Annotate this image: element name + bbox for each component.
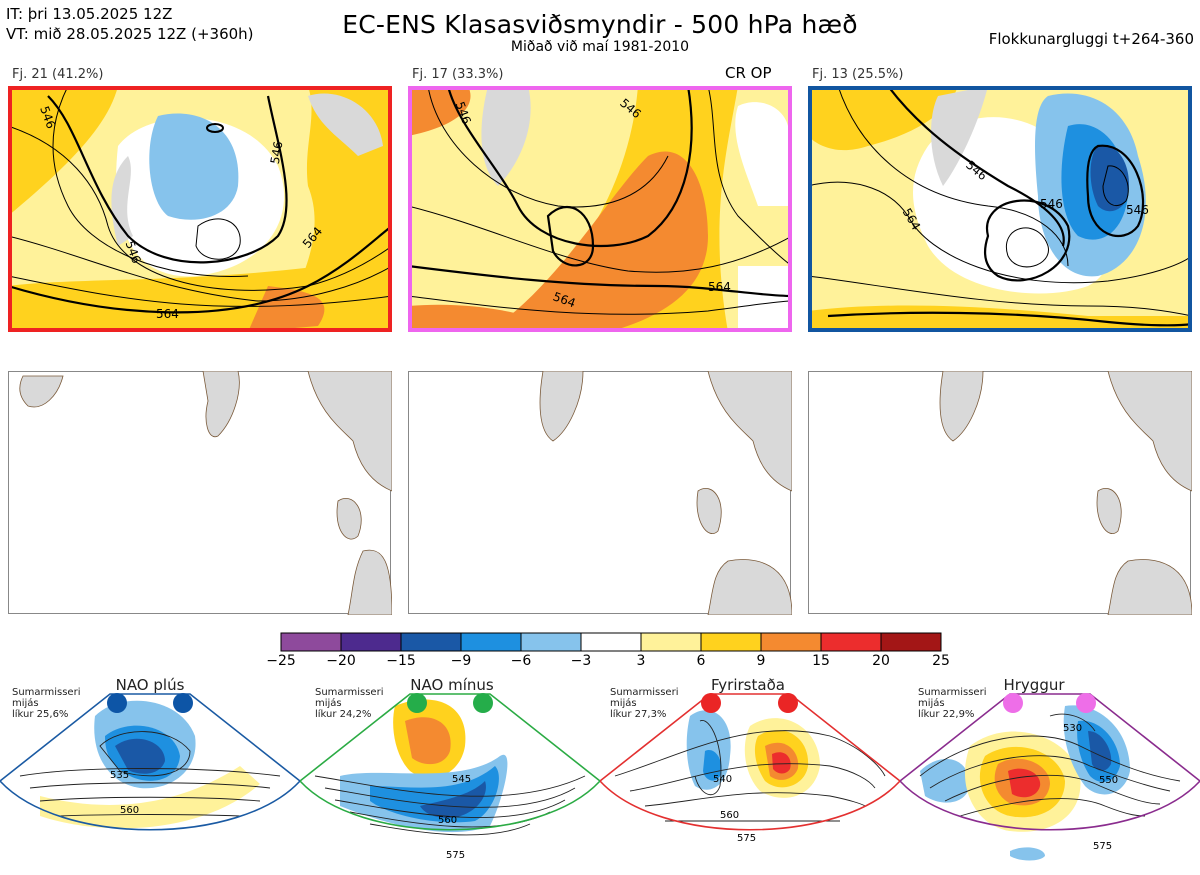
regime-nao-plus: Sumarmisseri mijás líkur 25,6% NAO plús 53… bbox=[0, 676, 302, 871]
legend-tick: 6 bbox=[696, 653, 706, 669]
cluster-1-contour-label: 564 bbox=[156, 307, 179, 321]
legend-swatch bbox=[640, 632, 702, 652]
svg-text:550: 550 bbox=[1099, 775, 1118, 786]
svg-text:575: 575 bbox=[446, 850, 465, 861]
cluster-1-contour-label: 546 bbox=[268, 140, 286, 165]
regime-2-map: 545 560 575 bbox=[298, 693, 602, 861]
legend-swatch bbox=[880, 632, 942, 652]
regime-2-info: Sumarmisseri mijás líkur 24,2% bbox=[315, 687, 384, 720]
page-title: EC-ENS Klasasviðsmyndir - 500 hPa hæð bbox=[342, 10, 858, 39]
empty-map-3 bbox=[808, 371, 1192, 615]
regime-3-info: Sumarmisseri mijás líkur 27,3% bbox=[610, 687, 679, 720]
cluster-2-label: Fj. 17 (33.3%) bbox=[412, 67, 504, 82]
legend-swatch bbox=[700, 632, 762, 652]
svg-text:560: 560 bbox=[720, 810, 739, 821]
legend-tick: −9 bbox=[450, 653, 472, 669]
legend-tick: −3 bbox=[570, 653, 592, 669]
legend-tick: −25 bbox=[266, 653, 296, 669]
legend-tick: −15 bbox=[386, 653, 416, 669]
legend-tick: 9 bbox=[756, 653, 766, 669]
regime-4-map: 530 550 575 bbox=[898, 693, 1200, 861]
svg-text:535: 535 bbox=[110, 770, 129, 781]
cluster-2-tag: CR OP bbox=[725, 64, 772, 82]
regime-4-info: Sumarmisseri mijás líkur 22,9% bbox=[918, 687, 987, 720]
legend-swatch bbox=[820, 632, 882, 652]
svg-text:575: 575 bbox=[737, 833, 756, 844]
cluster-3-contour-label: 546 bbox=[1126, 203, 1149, 217]
svg-text:560: 560 bbox=[438, 815, 457, 826]
init-time: IT: þri 13.05.2025 12Z bbox=[6, 5, 173, 23]
svg-text:560: 560 bbox=[120, 805, 139, 816]
legend-tick: −6 bbox=[510, 653, 532, 669]
legend-swatch bbox=[460, 632, 522, 652]
regime-1-info: Sumarmisseri mijás líkur 25,6% bbox=[12, 687, 81, 720]
legend-tick: 15 bbox=[812, 653, 830, 669]
svg-text:530: 530 bbox=[1063, 723, 1082, 734]
legend-swatch bbox=[580, 632, 642, 652]
cluster-1-map: 546 546 564 564 546 bbox=[8, 86, 392, 332]
cluster-2-map: 546 546 564 564 bbox=[408, 86, 792, 332]
svg-text:575: 575 bbox=[1093, 841, 1112, 852]
legend-tick: −20 bbox=[326, 653, 356, 669]
empty-map-1 bbox=[8, 371, 392, 615]
regime-2-name: NAO mínus bbox=[410, 676, 494, 694]
color-legend: −25 −20 −15 −9 −6 −3 3 6 9 15 20 25 bbox=[266, 632, 950, 672]
regime-ridge: Sumarmisseri mijás líkur 22,9% Hryggur 530… bbox=[898, 676, 1200, 871]
regime-1-map: 535 560 bbox=[0, 693, 302, 831]
legend-tick: 3 bbox=[636, 653, 646, 669]
color-legend-bar bbox=[280, 632, 942, 652]
legend-swatch bbox=[280, 632, 342, 652]
svg-text:540: 540 bbox=[713, 774, 732, 785]
cluster-3-contour-label: 546 bbox=[1040, 197, 1063, 211]
legend-tick: 20 bbox=[872, 653, 890, 669]
legend-swatch bbox=[520, 632, 582, 652]
regime-3-map: 540 560 575 bbox=[598, 693, 902, 844]
regime-1-name: NAO plús bbox=[115, 676, 185, 694]
regime-3-name: Fyrirstaða bbox=[711, 676, 785, 694]
cluster-3-label: Fj. 13 (25.5%) bbox=[812, 67, 904, 82]
cluster-2-contour-label: 564 bbox=[708, 280, 731, 294]
header-init-times: IT: þri 13.05.2025 12Z VT: mið 28.05.202… bbox=[6, 4, 254, 44]
page-subtitle: Miðað við maí 1981-2010 bbox=[510, 39, 690, 55]
legend-swatch bbox=[340, 632, 402, 652]
cluster-window: Flokkunargluggi t+264-360 bbox=[988, 30, 1194, 48]
valid-time: VT: mið 28.05.2025 12Z (+360h) bbox=[6, 25, 254, 43]
empty-map-2 bbox=[408, 371, 792, 615]
cluster-3-map: 546 546 546 564 bbox=[808, 86, 1192, 332]
legend-swatch bbox=[760, 632, 822, 652]
regime-nao-minus: Sumarmisseri mijás líkur 24,2% NAO mínus 5… bbox=[298, 676, 602, 871]
legend-swatch bbox=[400, 632, 462, 652]
cluster-1-label: Fj. 21 (41.2%) bbox=[12, 67, 104, 82]
svg-text:545: 545 bbox=[452, 774, 471, 785]
regime-blocking: Sumarmisseri mijás líkur 27,3% Fyrirstaða … bbox=[598, 676, 902, 871]
regime-4-name: Hryggur bbox=[1003, 676, 1065, 694]
legend-tick: 25 bbox=[932, 653, 950, 669]
